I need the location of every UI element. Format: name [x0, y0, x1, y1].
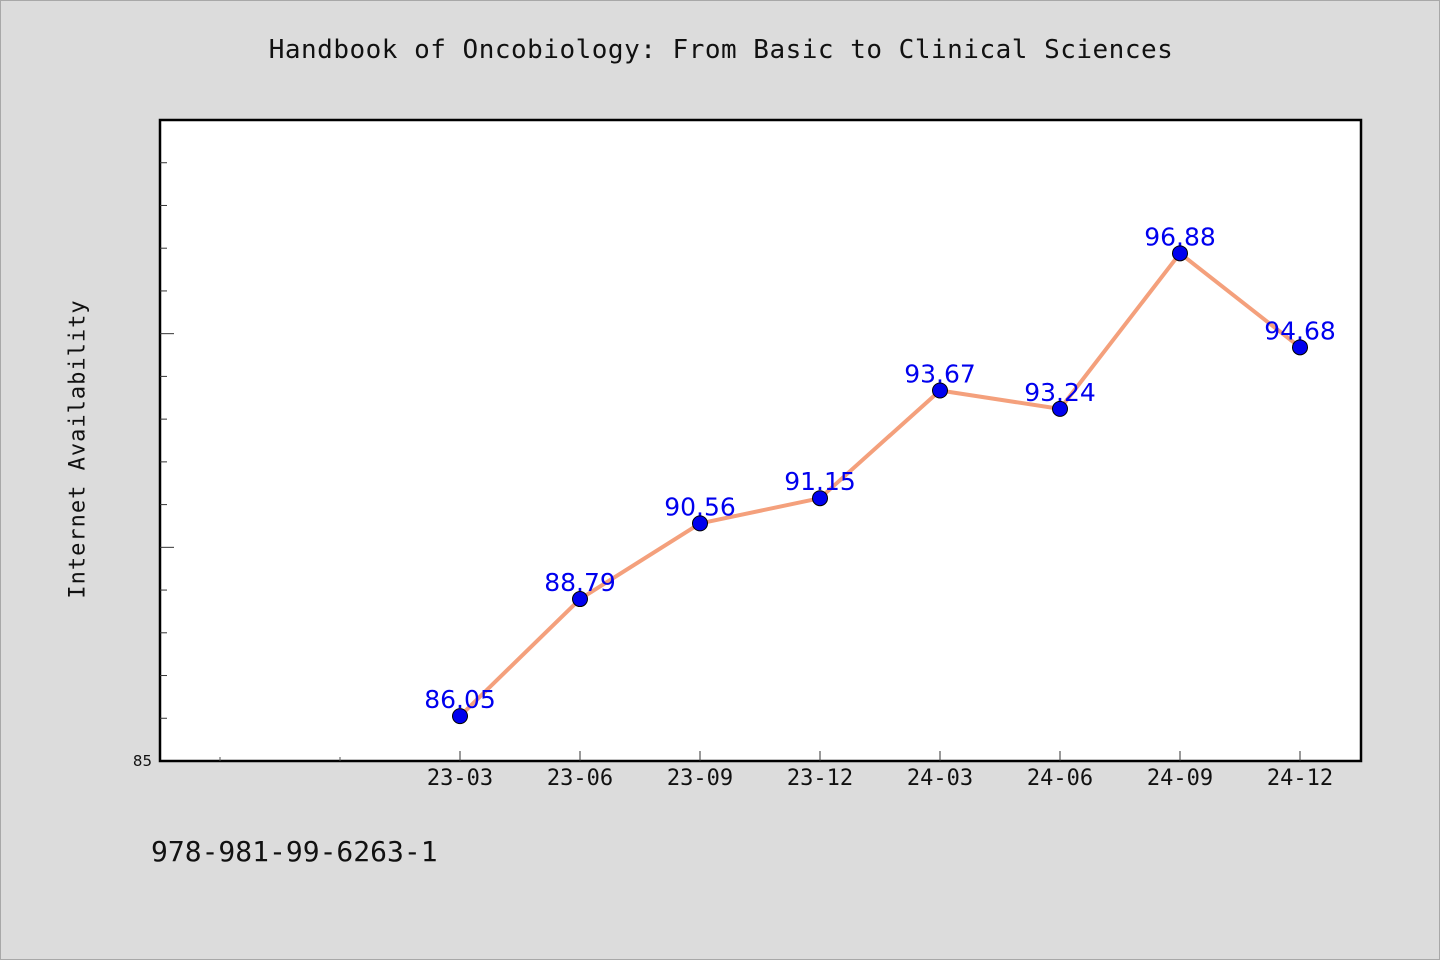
data-point [1052, 400, 1068, 417]
plot-area [158, 118, 1363, 763]
x-tick-label: 23-03 [427, 766, 493, 791]
y-tick-label: 85 [133, 752, 152, 770]
data-point [1292, 339, 1308, 356]
isbn-text: 978-981-99-6263-1 [151, 835, 438, 868]
x-tick-label: 23-06 [547, 766, 613, 791]
x-tick-label: 24-06 [1027, 766, 1093, 791]
data-point [572, 591, 588, 608]
series-line [458, 251, 1302, 719]
data-label: 88.79 [544, 568, 616, 597]
data-point [1172, 245, 1188, 262]
x-tick-label: 23-12 [787, 766, 853, 791]
data-point [692, 515, 708, 532]
x-tick-label: 24-09 [1147, 766, 1213, 791]
data-label: 96.88 [1144, 222, 1216, 251]
data-label: 86.05 [424, 685, 496, 714]
data-label: 93.67 [904, 360, 976, 389]
data-point [452, 708, 468, 725]
data-point [932, 382, 948, 399]
data-label: 94.68 [1264, 316, 1336, 345]
data-point [812, 490, 828, 507]
data-label: 93.24 [1024, 378, 1096, 407]
data-label: 90.56 [664, 492, 736, 521]
x-tick-label: 24-12 [1267, 766, 1333, 791]
chart-title: Handbook of Oncobiology: From Basic to C… [268, 35, 1174, 65]
x-tick-label: 23-09 [667, 766, 733, 791]
x-tick-label: 24-03 [907, 766, 973, 791]
data-label: 91.15 [784, 467, 856, 496]
